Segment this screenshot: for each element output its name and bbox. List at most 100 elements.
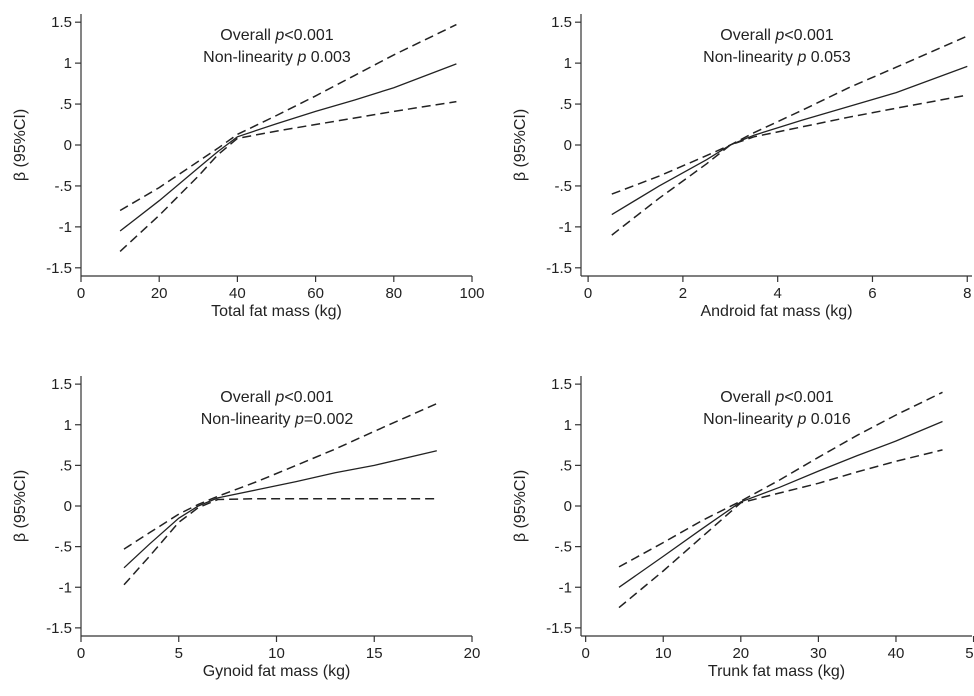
y-tick-label: .5 — [559, 96, 572, 113]
annotation-part: 0.003 — [306, 49, 351, 66]
x-axis-title: Total fat mass (kg) — [211, 303, 342, 320]
lower-ci-line — [611, 94, 968, 236]
y-tick-label: .5 — [59, 96, 72, 113]
nonlinearity-p-annotation: Non-linearity p 0.003 — [203, 49, 351, 66]
annotation-part: Non-linearity — [703, 411, 797, 428]
y-tick-label: 1.5 — [551, 376, 572, 393]
y-tick-label: 1 — [564, 55, 572, 72]
x-tick-label: 100 — [459, 285, 484, 302]
lower-ci-line — [123, 497, 437, 586]
y-tick-label: -1.5 — [46, 260, 72, 277]
x-tick-label: 10 — [268, 645, 285, 662]
annotation-part: =0.002 — [304, 411, 353, 428]
upper-ci-line — [123, 402, 438, 550]
x-tick-label: 60 — [307, 285, 324, 302]
x-tick-label: 4 — [774, 285, 782, 302]
y-tick-label: 0 — [564, 498, 572, 515]
x-tick-label: 10 — [655, 645, 672, 662]
annotation-part: p — [774, 27, 784, 44]
y-axis-title: β (95%CI) — [12, 109, 29, 181]
estimate-line — [618, 420, 943, 588]
y-tick-label: 1.5 — [551, 14, 572, 31]
overall-p-annotation: Overall p<0.001 — [720, 389, 834, 406]
lower-ci-line — [119, 100, 457, 252]
annotation-part: Overall — [220, 389, 275, 406]
upper-ci-line — [119, 23, 457, 212]
annotation-part: Overall — [720, 389, 775, 406]
estimate-line — [123, 450, 437, 569]
y-tick-label: -1 — [559, 579, 572, 596]
x-tick-label: 5 — [175, 645, 183, 662]
x-tick-label: 50 — [965, 645, 974, 662]
x-tick-label: 0 — [77, 285, 85, 302]
y-tick-label: -.5 — [554, 178, 572, 195]
y-tick-label: -1 — [59, 219, 72, 236]
x-tick-label: 0 — [584, 285, 592, 302]
y-axis-title: β (95%CI) — [12, 470, 29, 542]
annotation-part: p — [294, 411, 304, 428]
x-tick-label: 80 — [385, 285, 402, 302]
annotation-part: 0.016 — [806, 411, 851, 428]
y-tick-label: -.5 — [54, 178, 72, 195]
chart-panel-4: 1.51.50-.5-1-1.501020304050Trunk fat mas… — [512, 376, 974, 680]
annotation-part: p — [274, 27, 284, 44]
x-tick-label: 40 — [888, 645, 905, 662]
y-tick-label: 1.5 — [51, 376, 72, 393]
x-tick-label: 15 — [366, 645, 383, 662]
y-tick-label: .5 — [559, 457, 572, 474]
annotation-part: <0.001 — [784, 389, 833, 406]
y-tick-label: 1.5 — [51, 14, 72, 31]
overall-p-annotation: Overall p<0.001 — [720, 27, 834, 44]
y-tick-label: 1 — [64, 55, 72, 72]
x-axis-title: Gynoid fat mass (kg) — [203, 663, 351, 680]
y-tick-label: 1 — [564, 417, 572, 434]
y-tick-label: 1 — [64, 417, 72, 434]
y-axis-title: β (95%CI) — [512, 470, 529, 542]
x-tick-label: 8 — [963, 285, 971, 302]
annotation-part: Overall — [220, 27, 275, 44]
x-axis-title: Trunk fat mass (kg) — [708, 663, 845, 680]
y-tick-label: 0 — [64, 137, 72, 154]
y-tick-label: .5 — [59, 457, 72, 474]
lower-ci-line — [618, 449, 943, 609]
y-tick-label: 0 — [564, 137, 572, 154]
annotation-part: p — [296, 49, 306, 66]
x-tick-label: 30 — [810, 645, 827, 662]
annotation-part: p — [796, 411, 806, 428]
x-tick-label: 0 — [77, 645, 85, 662]
annotation-part: Non-linearity — [703, 49, 797, 66]
annotation-part: <0.001 — [784, 27, 833, 44]
y-tick-label: 0 — [64, 498, 72, 515]
overall-p-annotation: Overall p<0.001 — [220, 389, 334, 406]
annotation-part: <0.001 — [284, 27, 333, 44]
y-tick-label: -1 — [59, 579, 72, 596]
nonlinearity-p-annotation: Non-linearity p 0.016 — [703, 411, 851, 428]
y-tick-label: -1 — [559, 219, 572, 236]
y-tick-label: -1.5 — [46, 620, 72, 637]
x-tick-label: 20 — [151, 285, 168, 302]
overall-p-annotation: Overall p<0.001 — [220, 27, 334, 44]
upper-ci-line — [611, 35, 968, 195]
estimate-line — [119, 63, 457, 232]
x-tick-label: 6 — [868, 285, 876, 302]
x-tick-label: 0 — [581, 645, 589, 662]
annotation-part: p — [274, 389, 284, 406]
x-tick-label: 40 — [229, 285, 246, 302]
x-tick-label: 20 — [464, 645, 481, 662]
x-tick-label: 20 — [732, 645, 749, 662]
y-tick-label: -1.5 — [546, 620, 572, 637]
upper-ci-line — [618, 391, 943, 568]
nonlinearity-p-annotation: Non-linearity p 0.053 — [703, 49, 851, 66]
annotation-part: p — [774, 389, 784, 406]
y-tick-label: -.5 — [54, 539, 72, 556]
x-tick-label: 2 — [679, 285, 687, 302]
annotation-part: Non-linearity — [201, 411, 295, 428]
y-tick-label: -1.5 — [546, 260, 572, 277]
y-tick-label: -.5 — [554, 539, 572, 556]
y-axis-title: β (95%CI) — [512, 109, 529, 181]
nonlinearity-p-annotation: Non-linearity p=0.002 — [201, 411, 354, 428]
x-axis-title: Android fat mass (kg) — [700, 303, 852, 320]
